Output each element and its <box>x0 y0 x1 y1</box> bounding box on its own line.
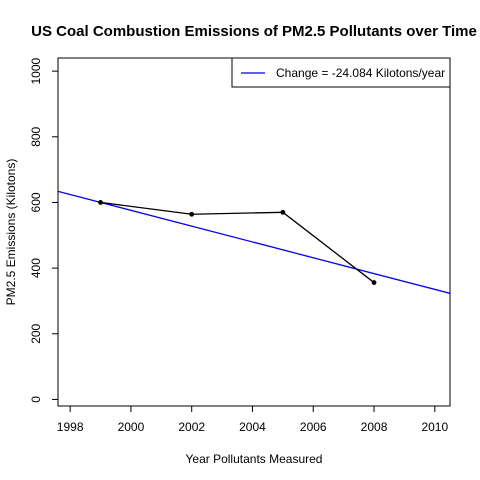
y-tick-label: 0 <box>29 396 43 403</box>
y-tick-label: 400 <box>29 258 43 278</box>
y-tick-label: 800 <box>29 126 43 146</box>
plot-frame <box>57 57 451 407</box>
x-tick-label: 1998 <box>57 420 84 434</box>
axes: 1998 2000 2002 2004 2006 2008 2010 0 200 400 600 80… <box>29 57 451 434</box>
legend-label: Change = -24.084 Kilotons/year <box>276 66 445 80</box>
y-tick-label: 1000 <box>29 57 43 84</box>
y-axis-label: PM2.5 Emissions (Kilotons) <box>4 159 18 306</box>
data-point <box>371 280 377 285</box>
x-tick-label: 2000 <box>118 420 145 434</box>
x-tick-label: 2004 <box>239 420 266 434</box>
y-tick-label: 600 <box>29 192 43 212</box>
chart-title: US Coal Combustion Emissions of PM2.5 Po… <box>31 23 477 40</box>
x-tick-label: 2008 <box>361 420 388 434</box>
regression-line <box>58 190 450 294</box>
legend-box <box>231 57 451 88</box>
x-tick-label: 2006 <box>300 420 327 434</box>
y-tick-label: 200 <box>29 323 43 343</box>
data-point <box>280 209 286 215</box>
plot-area <box>58 190 450 294</box>
legend: Change = -24.084 Kilotons/year <box>231 57 451 88</box>
x-axis-label: Year Pollutants Measured <box>186 452 323 466</box>
x-tick-label: 2002 <box>178 420 205 434</box>
x-tick-label: 2010 <box>421 420 448 434</box>
data-point <box>98 200 103 205</box>
data-point <box>189 211 195 217</box>
series-line-0 <box>100 201 375 284</box>
